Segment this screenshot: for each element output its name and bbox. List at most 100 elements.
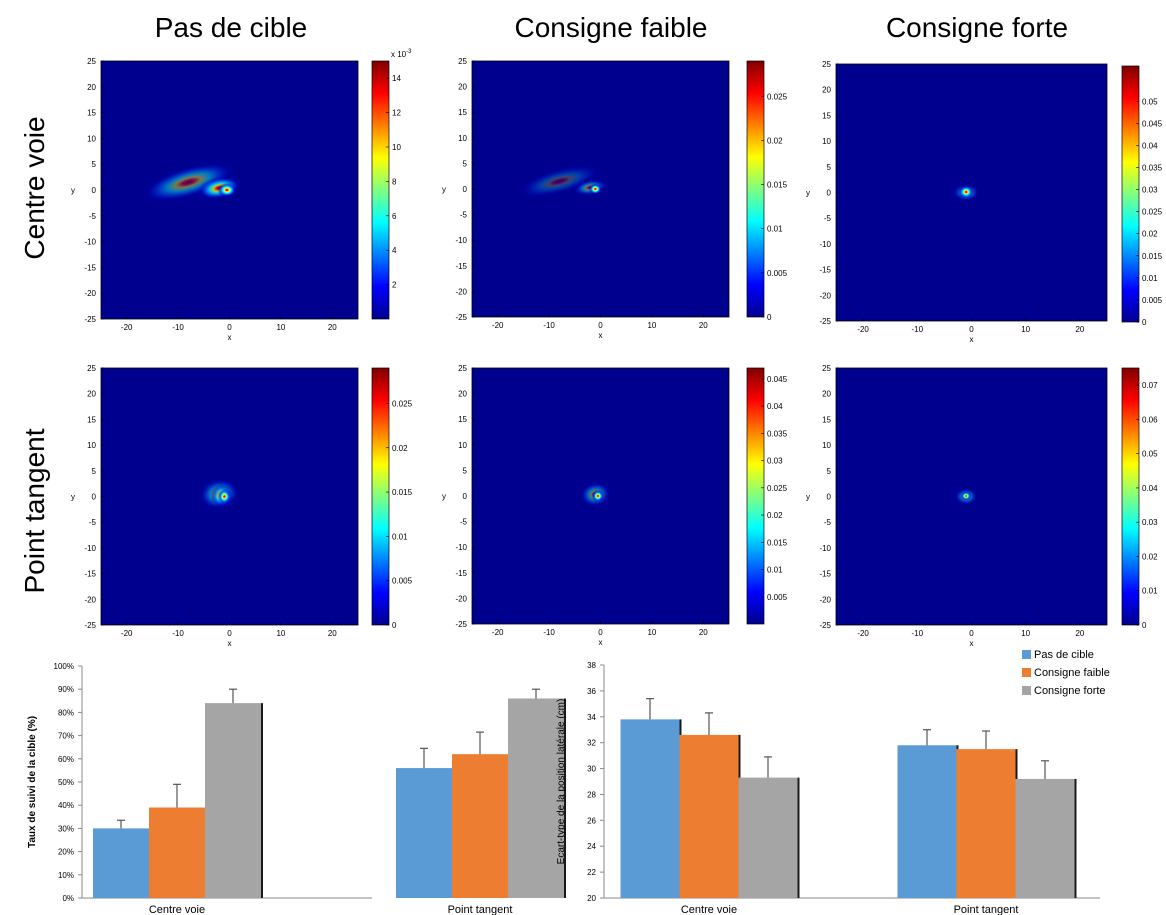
heatmap-panel: -20 -10 0 10 20 25 20 15 10 5 0 -5 -10 -15 -20 -25 x y 0.0… (442, 364, 788, 647)
x-tick-label: 0 (227, 323, 232, 332)
density-blob (217, 182, 237, 198)
y-tick-label: 10 (87, 441, 96, 450)
heatmap-density (514, 163, 608, 199)
y-tick-label: 10 (458, 134, 467, 143)
y-tick-label: -20 (455, 594, 467, 603)
bar (396, 768, 452, 898)
heatmap-density (953, 487, 979, 506)
y-tick-label: 38 (587, 661, 596, 670)
colorbar-exponent-superscript: -3 (406, 49, 412, 55)
heatmap-panels: -20 -10 0 10 202520151050-5-10-15-20-25xy141… (71, 49, 1163, 648)
x-tick-label: -20 (121, 629, 133, 638)
y-tick-label: -10 (455, 236, 467, 245)
y-tick-label: -10 (84, 238, 96, 247)
x-axis-label: x (599, 331, 603, 340)
density-blob (514, 163, 605, 199)
y-tick-label: 34 (587, 713, 596, 722)
y-tick-label: 20 (822, 86, 831, 95)
heatmap-density (197, 477, 241, 511)
colorbar-exponent: x 10-3 (391, 49, 412, 59)
y-tick-label: 10 (822, 441, 831, 450)
y-tick-label: 25 (87, 364, 96, 373)
bar-chart-panel: 0% 10% 20% 30% 40% 50% 60% 70% 80% 90% 100% Centre … (27, 662, 566, 915)
y-tick-label: -25 (455, 620, 467, 629)
y-tick-label: 20 (87, 390, 96, 399)
column-title-pas-de-cible: Pas de cible (155, 12, 308, 43)
y-tick-label: -20 (84, 595, 96, 604)
colorbar-tick-label: 0.015 (1142, 252, 1163, 261)
legend-label: Consigne forte (1034, 685, 1106, 697)
colorbar-tick-label: 0.01 (1142, 274, 1158, 283)
y-tick-label: 30 (587, 765, 596, 774)
y-tick-label: -5 (460, 211, 468, 220)
y-tick-label: 24 (587, 842, 596, 851)
y-tick-label: -15 (84, 570, 96, 579)
x-tick-label: 10 (647, 321, 656, 330)
y-tick-label: -25 (84, 315, 96, 324)
heatmap-density (951, 183, 981, 202)
x-tick-label: -10 (543, 628, 555, 637)
x-tick-label: 20 (699, 628, 708, 637)
y-tick-label: 15 (822, 111, 831, 120)
colorbar-tick-label: 12 (392, 109, 401, 118)
colorbar-tick-label: 0.01 (392, 532, 408, 541)
y-axis-label: y (442, 492, 446, 501)
heatmap-panel: -20 -10 0 10 20 25 20 15 10 5 0 -5 -10 -15 -20 -25 x y 0.0… (71, 364, 413, 648)
y-tick-label: 20 (822, 390, 831, 399)
colorbar-tick-label: 2 (392, 281, 397, 290)
colorbar-tick-label: 0.005 (1142, 296, 1163, 305)
x-tick-label: -10 (912, 325, 924, 334)
y-tick-label: -25 (455, 313, 467, 322)
bar (452, 754, 508, 898)
y-tick-label: 22 (587, 868, 596, 877)
colorbar-tick-label: 0.025 (767, 92, 788, 101)
x-tick-label: -10 (912, 629, 924, 638)
x-tick-label: 10 (276, 323, 285, 332)
legend-label: Pas de cible (1034, 649, 1094, 661)
y-tick-label: 60% (58, 755, 74, 764)
bar (956, 749, 1016, 898)
y-tick-label: 25 (458, 57, 467, 66)
x-tick-label: 20 (328, 323, 337, 332)
density-blob (217, 488, 232, 505)
colorbar (371, 60, 390, 320)
y-tick-label: 10 (87, 134, 96, 143)
colorbar-tick-label: 0.005 (767, 593, 788, 602)
y-tick-label: 0 (463, 185, 468, 194)
colorbar-tick-label: 10 (392, 143, 401, 152)
y-tick-label: 10% (58, 871, 74, 880)
x-axis-label: x (970, 639, 974, 648)
y-tick-label: 0 (92, 493, 97, 502)
colorbar-tick-label: 0.01 (767, 566, 783, 575)
y-tick-label: 90% (58, 685, 74, 694)
colorbar-tick-label: 0 (1142, 621, 1147, 630)
y-tick-label: -20 (84, 289, 96, 298)
y-tick-label: 28 (587, 790, 596, 799)
y-axis-label: y (806, 493, 810, 502)
colorbar (746, 367, 765, 625)
colorbar-tick-label: 0.025 (392, 399, 413, 408)
bar (1015, 778, 1075, 898)
x-axis-label: x (970, 335, 974, 344)
colorbar-tick-label: 0.045 (767, 375, 788, 384)
y-tick-label: -5 (89, 212, 97, 221)
y-tick-label: -5 (460, 518, 468, 527)
y-tick-label: 50% (58, 778, 74, 787)
legend-swatch (1022, 686, 1031, 695)
x-tick-label: -20 (492, 628, 504, 637)
x-tick-label: -20 (857, 325, 869, 334)
x-tick-label: 20 (328, 629, 337, 638)
y-tick-label: -15 (84, 263, 96, 272)
colorbar (746, 60, 765, 318)
colorbar-tick-label: 0 (392, 621, 397, 630)
y-tick-label: 5 (463, 159, 468, 168)
colorbar-tick-label: 0.01 (767, 225, 783, 234)
colorbar-tick-label: 0.05 (1142, 97, 1158, 106)
column-title-consigne-faible: Consigne faible (514, 12, 707, 43)
y-tick-label: -5 (89, 518, 97, 527)
density-blob (960, 491, 972, 501)
y-tick-label: 30% (58, 824, 74, 833)
density-blob (958, 185, 974, 199)
colorbar-tick-label: 6 (392, 212, 397, 221)
